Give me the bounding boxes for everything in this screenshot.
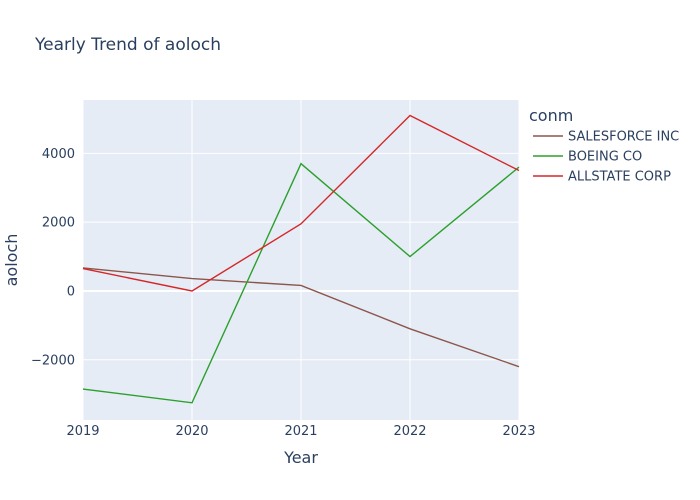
x-axis-title: Year bbox=[283, 448, 318, 467]
y-tick-label: −2000 bbox=[31, 353, 75, 368]
x-tick-label: 2023 bbox=[502, 424, 535, 439]
y-axis-ticks: −2000 0 2000 4000 bbox=[31, 147, 75, 368]
series-line-salesforce-inc bbox=[82, 267, 520, 368]
y-tick-label: 0 bbox=[67, 284, 75, 299]
y-axis-title: aoloch bbox=[2, 234, 21, 287]
x-axis-ticks: 2019 2020 2021 2022 2023 bbox=[66, 424, 535, 439]
series-line-boeing-co bbox=[82, 162, 520, 404]
x-tick-label: 2019 bbox=[66, 424, 99, 439]
legend[interactable]: conm SALESFORCE INC BOEING CO ALLSTATE COR… bbox=[529, 106, 679, 185]
legend-item-boeing-co[interactable]: BOEING CO bbox=[568, 150, 642, 165]
grid-lines bbox=[82, 100, 520, 420]
x-tick-label: 2020 bbox=[175, 424, 208, 439]
series-line-allstate-corp bbox=[82, 114, 520, 292]
series-layer bbox=[82, 114, 520, 404]
y-tick-label: 2000 bbox=[42, 216, 75, 231]
legend-title: conm bbox=[529, 106, 573, 125]
x-tick-label: 2021 bbox=[284, 424, 317, 439]
legend-item-allstate-corp[interactable]: ALLSTATE CORP bbox=[568, 170, 671, 185]
x-tick-label: 2022 bbox=[393, 424, 426, 439]
chart-title: Yearly Trend of aoloch bbox=[34, 35, 221, 55]
legend-item-salesforce-inc[interactable]: SALESFORCE INC bbox=[568, 130, 679, 145]
y-tick-label: 4000 bbox=[42, 147, 75, 162]
